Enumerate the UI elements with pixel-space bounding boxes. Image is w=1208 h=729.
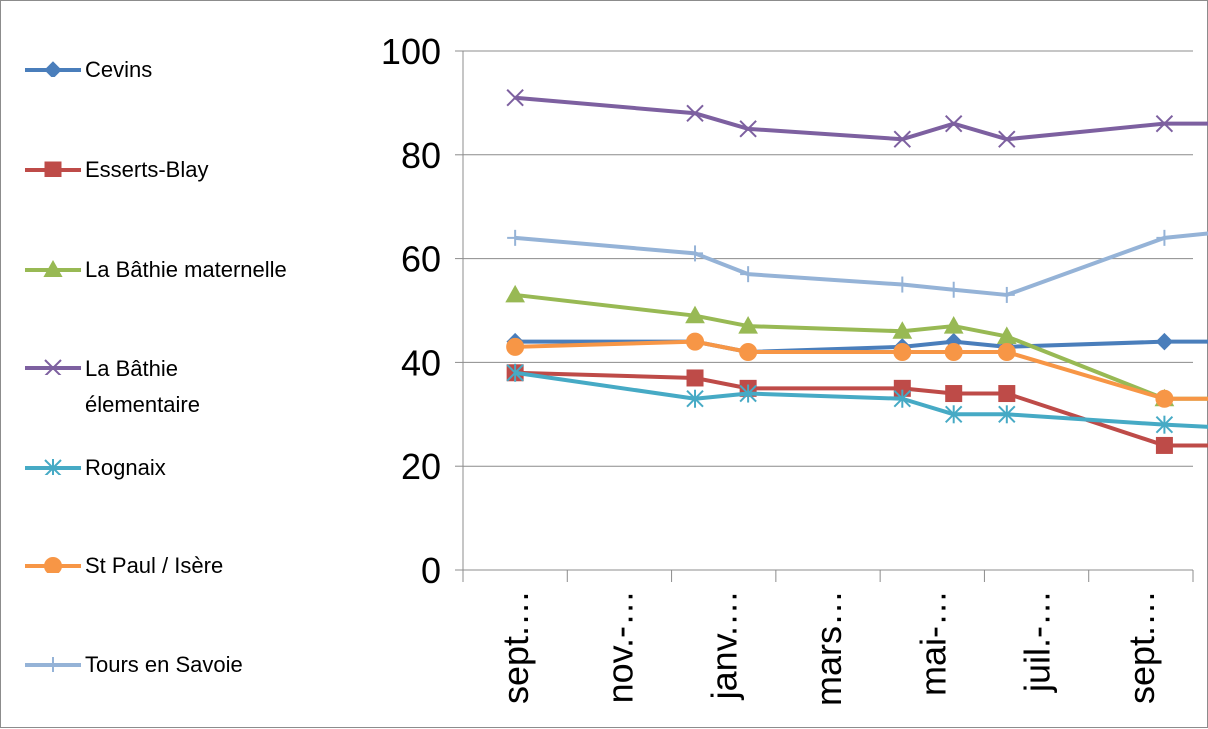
legend-label: Rognaix [85,455,166,480]
legend-marker [44,359,62,375]
data-point [893,343,912,362]
data-point [945,281,962,298]
x-tick-label: janv.… [704,590,745,700]
data-point [506,363,524,382]
legend-marker [44,61,62,77]
data-point [944,405,963,424]
legend-marker [45,657,61,672]
x-tick-label: mai-… [912,590,953,696]
data-point [686,369,704,387]
legend-label: Cevins [85,57,153,82]
legend-label: Esserts-Blay [85,157,209,182]
data-point [997,343,1016,362]
data-point [1155,332,1174,351]
data-point [998,385,1016,403]
data-point [893,130,912,148]
y-tick-label: 60 [401,239,441,280]
data-point [687,245,704,262]
data-point [505,284,525,303]
legend-swatch [25,657,81,672]
data-point [686,332,705,351]
data-point [1155,415,1174,434]
legend-marker [43,259,63,277]
data-point [506,89,524,107]
legend-swatch [25,459,81,475]
legend-label: St Paul / Isère [85,553,224,578]
data-point [506,337,525,356]
legend-swatch [25,161,81,177]
chart-legend: Cevins Esserts-Blay La Bâthie maternelle La… [23,1,353,729]
data-point [893,389,912,408]
data-point [739,384,757,403]
legend-swatch [25,259,81,277]
legend-marker [44,459,62,475]
legend-swatch [25,557,81,573]
y-tick-label: 20 [401,446,441,487]
legend-marker [44,557,62,573]
data-point [685,305,705,324]
x-tick-label: mars… [808,590,849,706]
data-point [945,385,963,403]
data-point [894,276,911,293]
y-tick-label: 40 [401,342,441,383]
series-line [514,95,1208,142]
series-line [515,339,1208,401]
data-point [1155,389,1174,408]
data-point [944,114,963,133]
data-point [739,120,757,138]
y-tick-label: 100 [381,31,441,72]
series-line [515,370,1208,448]
legend-label: La Bâthie élementaire [85,356,200,417]
x-tick-label: sept.… [1121,590,1162,704]
data-point [1155,436,1173,454]
x-tick-label: juil.-… [1017,590,1058,693]
data-point [943,316,964,334]
data-point [686,389,704,408]
data-point [686,104,704,122]
legend-label: La Bâthie maternelle [85,257,287,282]
series-line [514,292,1208,401]
y-tick-label: 0 [421,550,441,591]
data-point [892,321,913,339]
series-line [514,231,1208,297]
legend-label: Tours en Savoie [85,652,243,677]
data-point [739,343,758,362]
data-point [738,316,758,334]
data-point [998,286,1015,303]
x-tick-label: sept.… [495,590,536,704]
legend-swatch [25,61,81,77]
legend-swatch [25,359,81,375]
data-point [740,266,757,283]
data-point [1156,229,1173,246]
data-point [998,130,1016,148]
y-tick-label: 80 [401,135,441,176]
data-point [507,229,524,246]
legend-marker [44,161,62,177]
data-point [998,405,1016,424]
series-line [514,370,1208,429]
data-point [944,343,963,362]
data-point [1155,114,1174,133]
x-tick-label: nov.-… [599,590,640,703]
